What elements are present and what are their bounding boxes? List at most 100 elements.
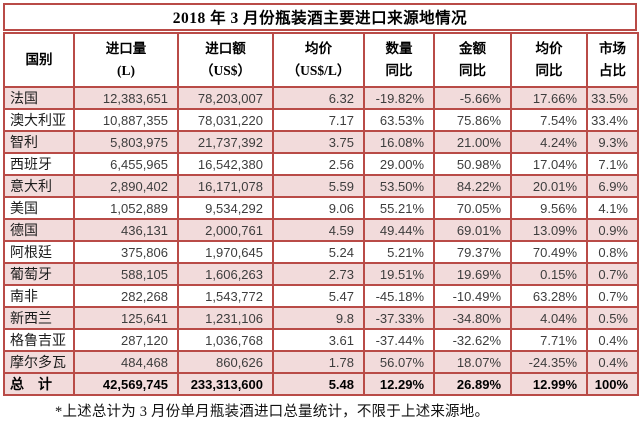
value-cell: 21,737,392: [177, 130, 274, 154]
price-yoy-cell: 63.28%: [510, 284, 588, 308]
country-cell: 西班牙: [3, 152, 75, 176]
table-row: 法国 12,383,651 78,203,007 6.32 -19.82% -5.66% 1…: [3, 86, 639, 110]
avg-price-cell: 5.47: [272, 284, 365, 308]
col-header-value-yoy: 金额 同比: [433, 32, 512, 88]
value-yoy-cell: 79.37%: [433, 240, 512, 264]
price-yoy-cell: 7.54%: [510, 108, 588, 132]
share-cell: 0.7%: [586, 262, 639, 286]
price-yoy-cell: 20.01%: [510, 174, 588, 198]
volume-cell: 287,120: [73, 328, 179, 352]
footnote: *上述总计为 3 月份单月瓶装酒进口总量统计，不限于上述来源地。: [55, 404, 490, 420]
table-body: 法国 12,383,651 78,203,007 6.32 -19.82% -5.66% 1…: [3, 86, 639, 396]
volume-cell: 125,641: [73, 306, 179, 330]
volume-cell: 375,806: [73, 240, 179, 264]
value-yoy-cell: -34.80%: [433, 306, 512, 330]
volume-cell: 2,890,402: [73, 174, 179, 198]
table-title-box: 2018 年 3 月份瓶装酒主要进口来源地情况: [3, 3, 637, 31]
avg-price-cell: 5.59: [272, 174, 365, 198]
share-cell: 0.9%: [586, 218, 639, 242]
country-cell: 德国: [3, 218, 75, 242]
col-header-market-share: 市场 占比: [586, 32, 639, 88]
price-yoy-cell: -24.35%: [510, 350, 588, 374]
value-yoy-cell: -10.49%: [433, 284, 512, 308]
avg-price-cell: 9.06: [272, 196, 365, 220]
table-row: 格鲁吉亚 287,120 1,036,768 3.61 -37.44% -32.62% 7.…: [3, 328, 639, 352]
col-header-import-volume: 进口量 (L): [73, 32, 179, 88]
value-cell: 233,313,600: [177, 372, 274, 396]
country-cell: 摩尔多瓦: [3, 350, 75, 374]
value-cell: 860,626: [177, 350, 274, 374]
avg-price-cell: 3.61: [272, 328, 365, 352]
price-yoy-cell: 70.49%: [510, 240, 588, 264]
country-cell: 意大利: [3, 174, 75, 198]
table-row: 摩尔多瓦 484,468 860,626 1.78 56.07% 18.07% -24.35…: [3, 350, 639, 374]
qty-yoy-cell: 16.08%: [363, 130, 435, 154]
col-header-qty-yoy: 数量 同比: [363, 32, 435, 88]
table-row: 南非 282,268 1,543,772 5.47 -45.18% -10.49% 63.2…: [3, 284, 639, 308]
value-cell: 78,031,220: [177, 108, 274, 132]
country-cell: 格鲁吉亚: [3, 328, 75, 352]
col-header-avg-price: 均价 （US$/L）: [272, 32, 365, 88]
avg-price-cell: 2.56: [272, 152, 365, 176]
value-yoy-cell: 70.05%: [433, 196, 512, 220]
country-cell: 总 计: [3, 372, 75, 396]
price-yoy-cell: 4.24%: [510, 130, 588, 154]
volume-cell: 42,569,745: [73, 372, 179, 396]
col-header-country: 国别: [3, 32, 75, 88]
table-row: 美国 1,052,889 9,534,292 9.06 55.21% 70.05% 9.56…: [3, 196, 639, 220]
volume-cell: 5,803,975: [73, 130, 179, 154]
value-cell: 9,534,292: [177, 196, 274, 220]
country-cell: 美国: [3, 196, 75, 220]
qty-yoy-cell: 12.29%: [363, 372, 435, 396]
avg-price-cell: 5.24: [272, 240, 365, 264]
value-cell: 78,203,007: [177, 86, 274, 110]
price-yoy-cell: 17.66%: [510, 86, 588, 110]
share-cell: 0.7%: [586, 284, 639, 308]
country-cell: 南非: [3, 284, 75, 308]
volume-cell: 484,468: [73, 350, 179, 374]
price-yoy-cell: 17.04%: [510, 152, 588, 176]
value-cell: 1,606,263: [177, 262, 274, 286]
country-cell: 新西兰: [3, 306, 75, 330]
value-cell: 1,231,106: [177, 306, 274, 330]
volume-cell: 436,131: [73, 218, 179, 242]
value-yoy-cell: 26.89%: [433, 372, 512, 396]
price-yoy-cell: 9.56%: [510, 196, 588, 220]
table-row: 德国 436,131 2,000,761 4.59 49.44% 69.01% 13.09%…: [3, 218, 639, 242]
share-cell: 0.5%: [586, 306, 639, 330]
price-yoy-cell: 12.99%: [510, 372, 588, 396]
value-cell: 16,542,380: [177, 152, 274, 176]
qty-yoy-cell: -19.82%: [363, 86, 435, 110]
qty-yoy-cell: -45.18%: [363, 284, 435, 308]
volume-cell: 588,105: [73, 262, 179, 286]
qty-yoy-cell: 56.07%: [363, 350, 435, 374]
share-cell: 0.4%: [586, 328, 639, 352]
share-cell: 6.9%: [586, 174, 639, 198]
avg-price-cell: 2.73: [272, 262, 365, 286]
value-yoy-cell: -32.62%: [433, 328, 512, 352]
avg-price-cell: 9.8: [272, 306, 365, 330]
col-header-price-yoy: 均价 同比: [510, 32, 588, 88]
share-cell: 0.8%: [586, 240, 639, 264]
value-yoy-cell: 18.07%: [433, 350, 512, 374]
avg-price-cell: 5.48: [272, 372, 365, 396]
qty-yoy-cell: 53.50%: [363, 174, 435, 198]
table-row: 澳大利亚 10,887,355 78,031,220 7.17 63.53% 75.86%…: [3, 108, 639, 132]
avg-price-cell: 6.32: [272, 86, 365, 110]
col-header-import-value: 进口额 （US$）: [177, 32, 274, 88]
value-cell: 1,036,768: [177, 328, 274, 352]
table-row: 阿根廷 375,806 1,970,645 5.24 5.21% 79.37% 70.49%…: [3, 240, 639, 264]
avg-price-cell: 3.75: [272, 130, 365, 154]
volume-cell: 1,052,889: [73, 196, 179, 220]
table-row: 葡萄牙 588,105 1,606,263 2.73 19.51% 19.69% 0.15%…: [3, 262, 639, 286]
country-cell: 阿根廷: [3, 240, 75, 264]
table-row: 新西兰 125,641 1,231,106 9.8 -37.33% -34.80% 4.04…: [3, 306, 639, 330]
value-yoy-cell: 75.86%: [433, 108, 512, 132]
table-row: 西班牙 6,455,965 16,542,380 2.56 29.00% 50.98% 17…: [3, 152, 639, 176]
volume-cell: 12,383,651: [73, 86, 179, 110]
share-cell: 0.4%: [586, 350, 639, 374]
value-yoy-cell: -5.66%: [433, 86, 512, 110]
share-cell: 100%: [586, 372, 639, 396]
avg-price-cell: 7.17: [272, 108, 365, 132]
